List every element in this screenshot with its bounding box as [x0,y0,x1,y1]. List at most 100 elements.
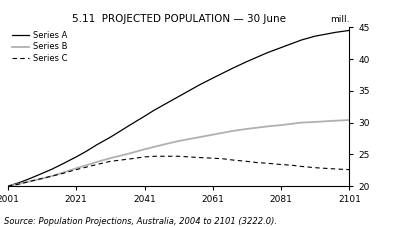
Series C [6,185,10,188]
Series C [60,172,65,175]
Series B [118,154,123,157]
Series B [129,152,133,154]
Line: Series A: Series A [8,30,349,186]
Series C [333,168,338,170]
Series C [94,163,99,166]
Series A [255,56,260,59]
Series A [231,67,236,69]
Series A [265,51,270,54]
Series B [84,164,89,167]
Series A [129,123,133,126]
Series B [279,124,283,126]
Series B [108,157,113,160]
Series B [50,175,55,177]
Series A [50,168,55,170]
Series C [176,155,181,158]
Series C [313,166,318,169]
Series A [84,150,89,153]
Series C [152,155,157,158]
Text: Source: Population Projections, Australia, 2004 to 2101 (3222.0).: Source: Population Projections, Australi… [4,217,277,226]
Series C [323,167,328,170]
Series C [50,175,55,177]
Series B [60,171,65,174]
Series A [74,155,79,158]
Series C [16,183,21,186]
Series B [333,119,338,122]
Series C [197,156,202,159]
Series C [74,168,79,171]
Series A [40,172,44,175]
Series C [221,158,225,160]
Series C [279,163,283,166]
Series A [299,39,304,41]
Series C [187,155,191,158]
Series B [265,125,270,128]
Series C [118,159,123,161]
Series A [94,143,99,146]
Series C [108,160,113,163]
Series A [197,84,202,86]
Series B [94,161,99,163]
Title: 5.11  PROJECTED POPULATION — 30 June: 5.11 PROJECTED POPULATION — 30 June [71,14,286,24]
Text: mill.: mill. [330,15,349,24]
Series A [221,72,225,74]
Series B [255,126,260,129]
Series B [231,129,236,132]
Series B [40,177,44,180]
Series C [245,160,249,163]
Series A [313,35,318,37]
Series C [129,158,133,160]
Series B [197,136,202,138]
Series A [347,29,352,32]
Series B [187,138,191,141]
Series B [245,128,249,130]
Series C [265,162,270,165]
Series C [26,180,31,183]
Series A [323,33,328,36]
Series C [142,155,147,158]
Series A [108,136,113,138]
Series A [210,77,215,79]
Series A [279,46,283,49]
Series A [187,89,191,92]
Series C [255,161,260,164]
Line: Series B: Series B [8,120,349,186]
Series A [26,178,31,180]
Series A [60,163,65,165]
Series C [347,168,352,171]
Series C [163,155,168,158]
Series B [299,121,304,124]
Series C [210,157,215,160]
Series B [163,143,168,146]
Series B [6,185,10,188]
Series B [16,183,21,186]
Series B [221,131,225,134]
Series A [152,109,157,111]
Series A [118,129,123,132]
Series A [245,60,249,63]
Series B [176,140,181,142]
Series B [323,120,328,123]
Series A [16,182,21,184]
Series B [347,119,352,121]
Series B [313,121,318,123]
Legend: Series A, Series B, Series C: Series A, Series B, Series C [10,30,69,64]
Series C [299,165,304,168]
Series A [333,31,338,34]
Series C [289,164,294,167]
Series B [289,123,294,125]
Series A [142,115,147,118]
Series A [289,42,294,45]
Series B [74,167,79,170]
Series B [152,145,157,148]
Series A [176,95,181,98]
Series C [40,177,44,180]
Series B [142,148,147,151]
Series C [231,159,236,161]
Series C [84,166,89,168]
Line: Series C: Series C [8,156,349,186]
Series A [163,103,168,106]
Series B [210,133,215,136]
Series A [6,185,10,188]
Series B [26,180,31,183]
